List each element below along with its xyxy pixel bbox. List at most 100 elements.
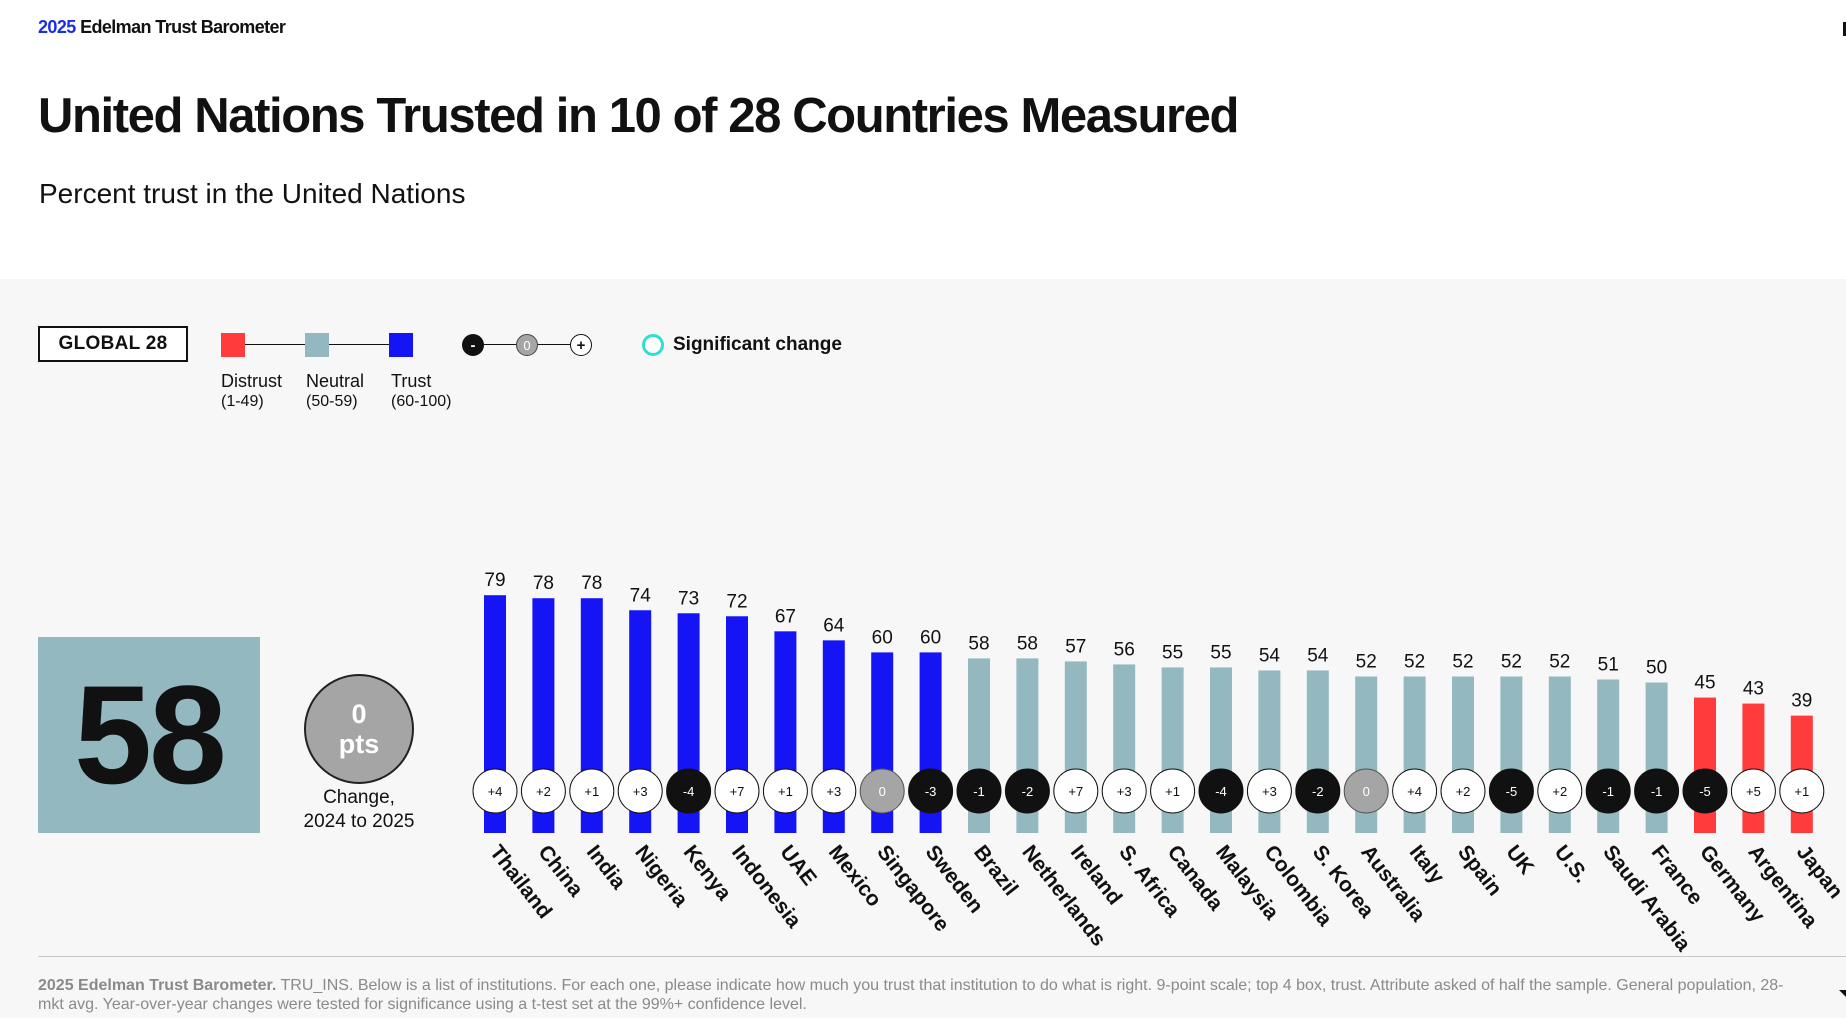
change-badge-label: -5 — [1506, 784, 1518, 799]
significant-change-icon — [642, 334, 664, 356]
bar-value-label: 78 — [581, 573, 602, 594]
category-label: Italy — [1405, 841, 1449, 889]
decrease-dot: - — [462, 334, 484, 356]
change-badge — [1682, 768, 1728, 814]
footnote-source: 2025 Edelman Trust Barometer. — [38, 977, 277, 994]
change-badge — [617, 768, 663, 814]
category-label: India — [582, 841, 630, 894]
change-caption-line1: Change, — [323, 787, 395, 808]
chart-panel — [0, 279, 1846, 1018]
change-badge-label: -4 — [683, 784, 695, 799]
footnote-text: TRU_INS. Below is a list of institutions… — [38, 977, 1784, 1013]
bar-value-label: 58 — [968, 633, 989, 654]
change-badge-label: +3 — [826, 784, 841, 799]
change-badge — [472, 768, 518, 814]
change-badge-label: +3 — [1262, 784, 1277, 799]
neutral-swatch — [305, 333, 329, 357]
change-badge-label: +1 — [1794, 784, 1809, 799]
bar-value-label: 60 — [872, 627, 893, 648]
change-badge — [1246, 768, 1292, 814]
category-label: U.S. — [1550, 841, 1593, 887]
bar-value-label: 60 — [920, 627, 941, 648]
change-badge — [859, 768, 905, 814]
change-badge — [714, 768, 760, 814]
bar-value-label: 39 — [1791, 691, 1812, 712]
change-badge — [1537, 768, 1583, 814]
change-badge-label: +1 — [1165, 784, 1180, 799]
bar-value-label: 58 — [1017, 633, 1038, 654]
bar-value-label: 79 — [484, 570, 505, 591]
change-badge — [1343, 768, 1389, 814]
change-badge-label: -2 — [1022, 784, 1034, 799]
bar-value-label: 64 — [823, 615, 845, 636]
bar-value-label: 52 — [1356, 651, 1377, 672]
change-badge — [1585, 768, 1631, 814]
trust-bar-chart: 79+4Thailand78+2China78+1India74+3Nigeri… — [472, 570, 1846, 956]
bar-value-label: 52 — [1501, 651, 1522, 672]
change-badge — [1392, 768, 1438, 814]
bar-value-label: 52 — [1404, 651, 1425, 672]
change-badge — [1150, 768, 1196, 814]
change-badge-label: -5 — [1699, 784, 1711, 799]
global-change-unit: pts — [338, 729, 380, 759]
distrust-swatch — [221, 333, 245, 357]
change-badge-label: +2 — [1552, 784, 1567, 799]
global-change-badge: 0 pts — [304, 674, 414, 784]
significant-change-label: Significant change — [673, 334, 842, 355]
change-badge-label: +2 — [1456, 784, 1471, 799]
change-badge-label: -1 — [1602, 784, 1614, 799]
bar-value-label: 56 — [1114, 639, 1135, 660]
brand-logo: 2025 Edelman Trust Barometer — [38, 17, 286, 38]
bar-value-label: 50 — [1646, 658, 1667, 679]
change-badge — [1198, 768, 1244, 814]
global-change-value: 0 — [351, 699, 367, 729]
change-badge — [956, 768, 1002, 814]
footer-rule — [38, 956, 1846, 957]
change-badge — [811, 768, 857, 814]
bar-value-label: 45 — [1694, 673, 1715, 694]
change-badge — [1101, 768, 1147, 814]
change-badge-label: -1 — [973, 784, 985, 799]
change-badge — [1488, 768, 1534, 814]
category-label: Spain — [1453, 841, 1506, 900]
change-badge-label: -2 — [1312, 784, 1324, 799]
corner-mark — [1839, 990, 1846, 997]
change-caption: Change, 2024 to 2025 — [270, 786, 448, 834]
bar-value-label: 78 — [533, 573, 554, 594]
change-badge-label: +7 — [1068, 784, 1083, 799]
legend-connector-line — [328, 344, 404, 345]
bar — [1742, 703, 1765, 833]
change-badge-label: 0 — [1363, 784, 1370, 799]
change-badge-label: -3 — [925, 784, 937, 799]
legend-connector-line — [232, 344, 318, 345]
change-badge — [1730, 768, 1776, 814]
distrust-label: Distrust — [221, 371, 283, 391]
brand-name: Edelman Trust Barometer — [80, 17, 286, 37]
change-badge-label: +3 — [1117, 784, 1132, 799]
edge-mark — [1843, 22, 1846, 36]
change-badge-label: +4 — [488, 784, 503, 799]
global-score: 58 — [38, 637, 260, 833]
trust-label: Trust — [391, 371, 432, 391]
change-badge-label: +5 — [1746, 784, 1761, 799]
change-badge-label: +1 — [584, 784, 599, 799]
category-label: UK — [1501, 841, 1538, 879]
category-label: UAE — [775, 841, 820, 890]
bar-value-label: 52 — [1549, 651, 1570, 672]
change-badge-label: +7 — [730, 784, 745, 799]
global-28-label: GLOBAL 28 — [38, 326, 188, 362]
bar-value-label: 55 — [1210, 642, 1231, 663]
change-badge-label: +2 — [536, 784, 551, 799]
change-badge — [666, 768, 712, 814]
change-badge-label: -1 — [1651, 784, 1663, 799]
bar-value-label: 43 — [1743, 679, 1764, 700]
bar-value-label: 51 — [1598, 654, 1619, 675]
trust-range: (60-100) — [391, 393, 452, 410]
bar-value-label: 57 — [1065, 636, 1086, 657]
footnote: 2025 Edelman Trust Barometer. TRU_INS. B… — [38, 976, 1798, 1014]
change-badge — [1779, 768, 1825, 814]
bar-value-label: 67 — [775, 606, 796, 627]
neutral-range: (50-59) — [306, 393, 358, 410]
change-badge — [1053, 768, 1099, 814]
bar-value-label: 73 — [678, 588, 699, 609]
